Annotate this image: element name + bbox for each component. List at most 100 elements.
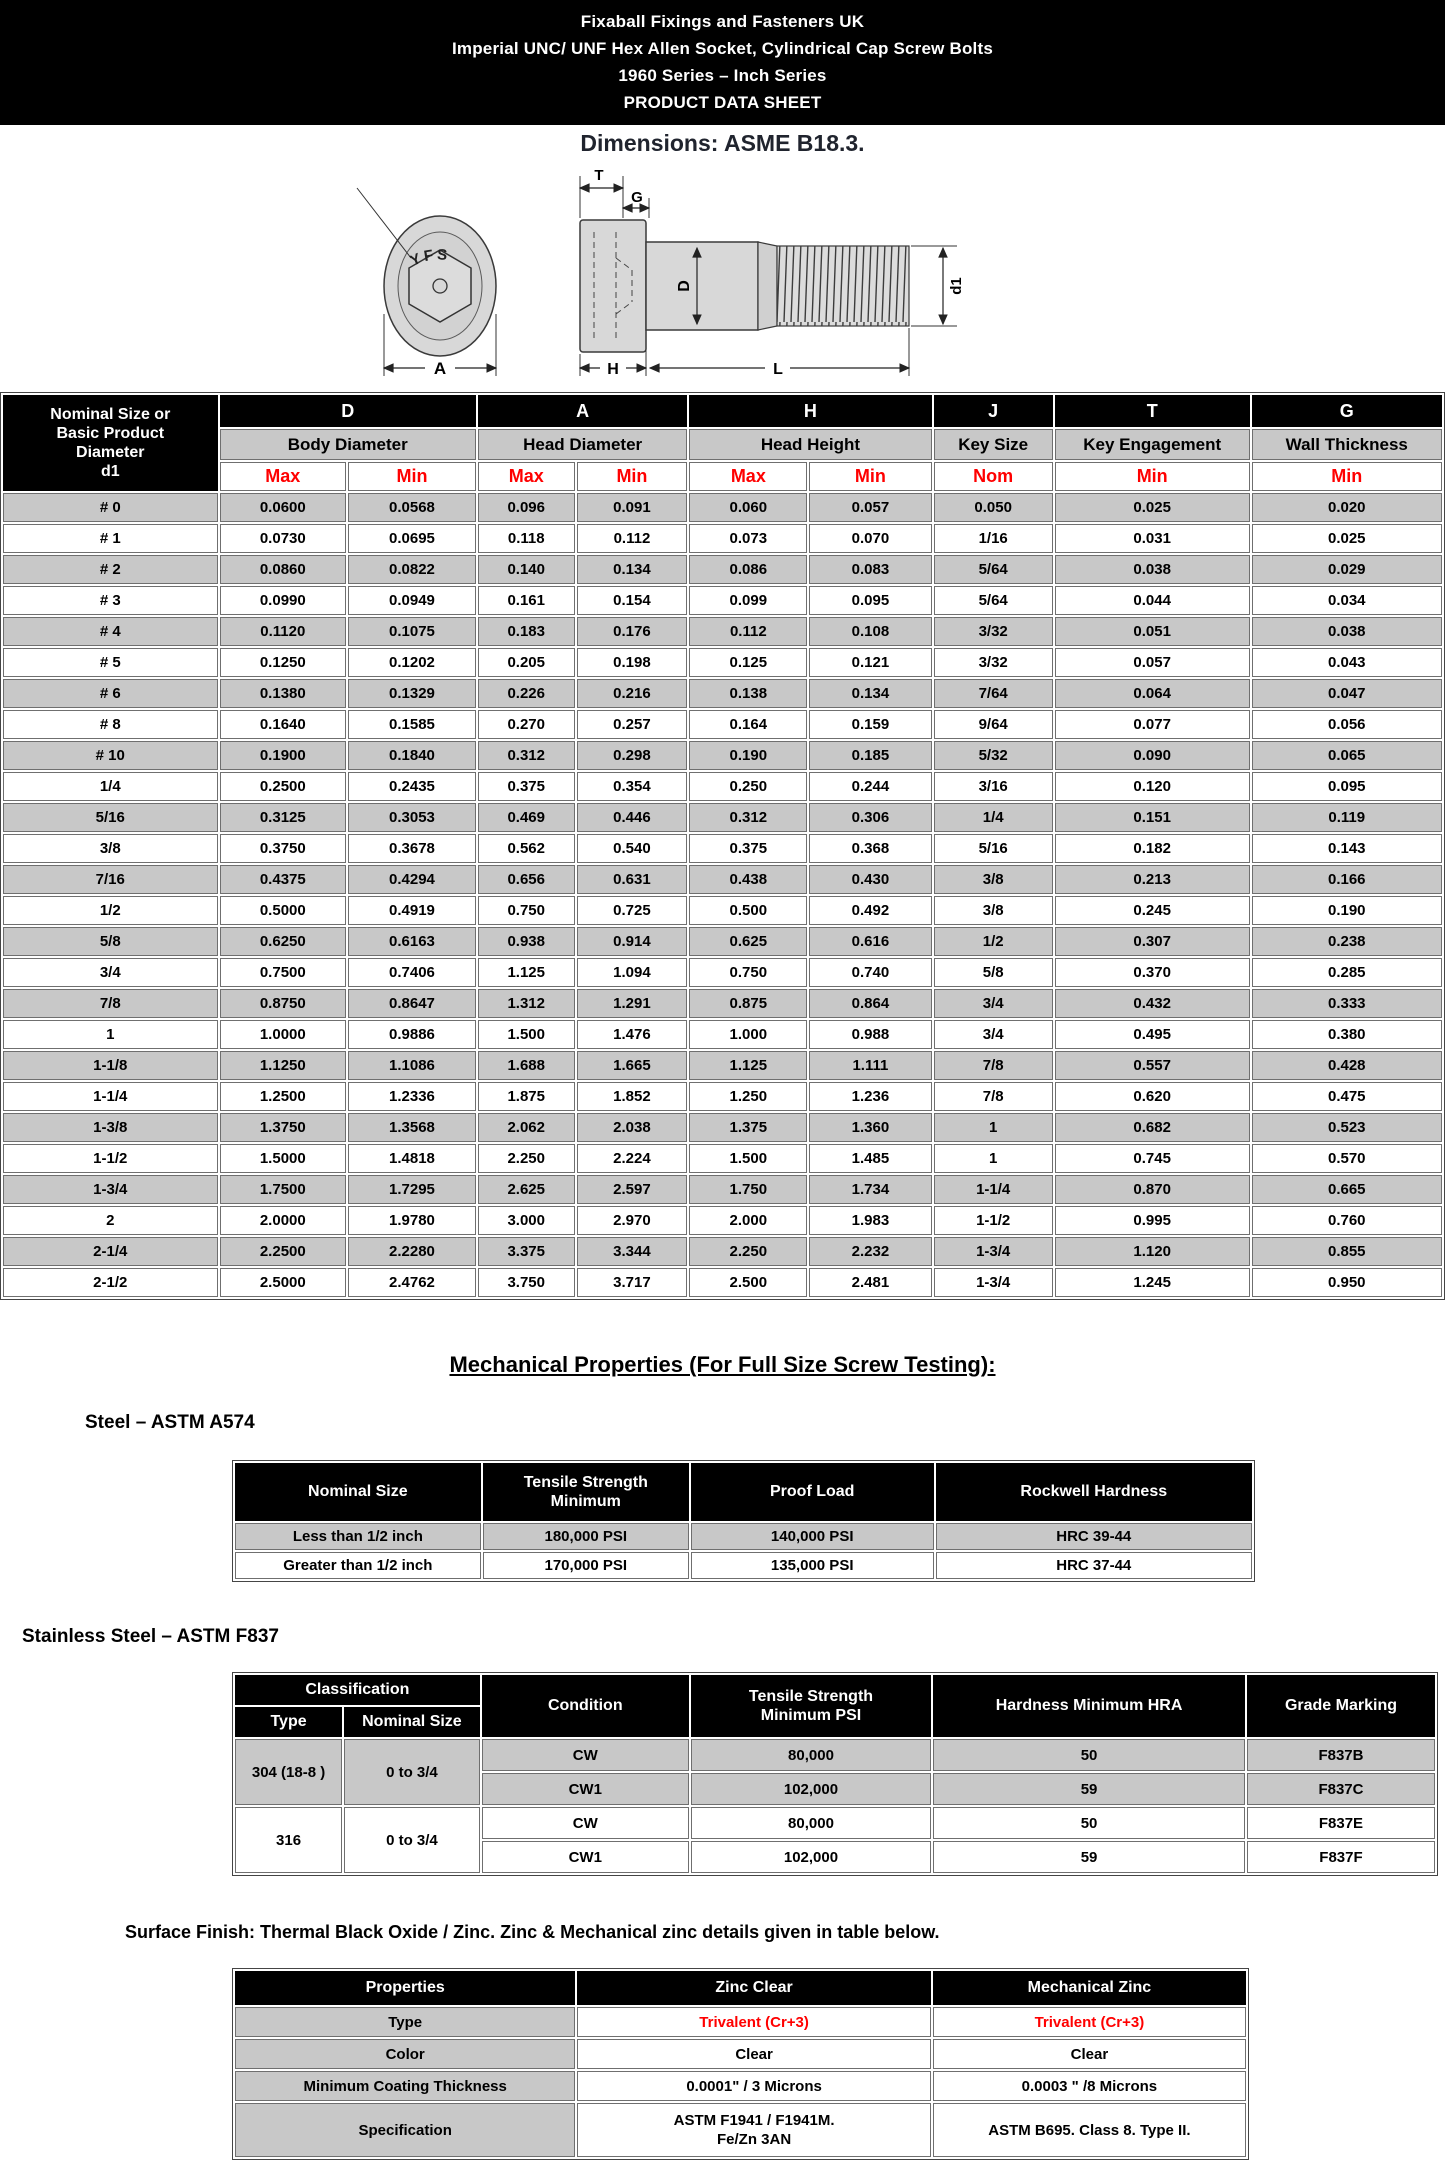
header-tensile-strength: Tensile Strength Minimum [482, 1463, 689, 1521]
cell: 0.4919 [348, 896, 476, 925]
cell: 1.750 [689, 1175, 808, 1204]
thread-region [777, 246, 909, 326]
col-name-body-diameter: Body Diameter [219, 429, 476, 460]
cell: 0.029 [1251, 555, 1442, 584]
cell: 2.597 [576, 1175, 688, 1204]
cell: 1.312 [477, 989, 575, 1018]
cell: 2.224 [576, 1144, 688, 1173]
cell: 0.096 [477, 493, 575, 522]
cell: 0.3750 [219, 834, 347, 863]
table-row: CW1 102,000 59 F837F [235, 1841, 1435, 1873]
table-row: # 0 0.0600 0.0568 0.096 0.091 0.060 0.057 0.050… [3, 493, 1442, 522]
cell: 0.070 [809, 524, 932, 553]
cell: 1.245 [1054, 1268, 1250, 1297]
header-zinc-clear: Zinc Clear [577, 1971, 931, 2005]
cell: 1.3750 [219, 1113, 347, 1142]
cell: CW1 [481, 1841, 689, 1873]
cell: # 8 [3, 710, 218, 739]
table-header-row: Nominal Size Tensile Strength Minimum Pr… [235, 1463, 1252, 1521]
cell: 0.064 [1054, 679, 1250, 708]
table-row: 5/16 0.3125 0.3053 0.469 0.446 0.312 0.306 1/4 0… [3, 803, 1442, 832]
cell: 2-1/2 [3, 1268, 218, 1297]
stainless-properties-table: Classification Condition Tensile Strengt… [232, 1672, 1438, 1876]
cell: 0.557 [1054, 1051, 1250, 1080]
cell: 1.476 [576, 1020, 688, 1049]
steel-section-label: Steel – ASTM A574 [85, 1412, 255, 1433]
cell: 1/2 [933, 927, 1053, 956]
cell: 1 [933, 1113, 1053, 1142]
table-header-row: Nominal Size or Basic Product Diameter d… [3, 395, 1442, 491]
cell: 0.161 [477, 586, 575, 615]
table-row: 7/16 0.4375 0.4294 0.656 0.631 0.438 0.430 3/8 0… [3, 865, 1442, 894]
cell: 0.9886 [348, 1020, 476, 1049]
cell: 1.2500 [219, 1082, 347, 1111]
cell: 180,000 PSI [482, 1523, 689, 1550]
cell: 2.500 [689, 1268, 808, 1297]
table-row: 304 (18-8 ) 0 to 3/4 CW 80,000 50 F837B [235, 1739, 1435, 1805]
cell: 102,000 [690, 1841, 932, 1873]
cell: 0.625 [689, 927, 808, 956]
cell: 3/8 [933, 865, 1053, 894]
cell-property: Type [235, 2007, 576, 2037]
cell: Less than 1/2 inch [235, 1523, 481, 1550]
cell: 59 [933, 1841, 1245, 1873]
cell: 1-3/4 [933, 1237, 1053, 1266]
cell: 0.616 [809, 927, 932, 956]
cell: 0.270 [477, 710, 575, 739]
cell: 0.6250 [219, 927, 347, 956]
cell: Greater than 1/2 inch [235, 1552, 481, 1579]
cell: 0.375 [689, 834, 808, 863]
cell: 1-1/4 [933, 1175, 1053, 1204]
cell: 2.2500 [219, 1237, 347, 1266]
table-row: # 5 0.1250 0.1202 0.205 0.198 0.125 0.121 3/32 0… [3, 648, 1442, 677]
header-properties: Properties [235, 1971, 576, 2005]
cell: 0.0990 [219, 586, 347, 615]
subheader: Max [689, 462, 808, 491]
dim-label-A: A [434, 359, 446, 378]
cell: 2.481 [809, 1268, 932, 1297]
cell: 1.0000 [219, 1020, 347, 1049]
cell: 3/4 [3, 958, 218, 987]
cell: 1.7295 [348, 1175, 476, 1204]
cell: 3/4 [933, 989, 1053, 1018]
cell: F837B [1246, 1739, 1435, 1771]
cell: 0.7406 [348, 958, 476, 987]
table-row: # 2 0.0860 0.0822 0.140 0.134 0.086 0.083 5/64 0… [3, 555, 1442, 584]
cell: 0.025 [1251, 524, 1442, 553]
cell: CW [481, 1739, 689, 1771]
cell: 0.306 [809, 803, 932, 832]
col-name-key-size: Key Size [933, 429, 1053, 460]
cell: 0.3678 [348, 834, 476, 863]
cell: 0.1202 [348, 648, 476, 677]
cell: 3/32 [933, 617, 1053, 646]
cell: Clear [932, 2039, 1246, 2069]
table-row: # 1 0.0730 0.0695 0.118 0.112 0.073 0.070 1/16 0… [3, 524, 1442, 553]
table-row: 1/4 0.2500 0.2435 0.375 0.354 0.250 0.244 3/16 0… [3, 772, 1442, 801]
cell: 3/16 [933, 772, 1053, 801]
surface-finish-note: Surface Finish: Thermal Black Oxide / Zi… [125, 1922, 940, 1942]
cell: F837F [1246, 1841, 1435, 1873]
cell: 0.1120 [219, 617, 347, 646]
cell: 0.134 [576, 555, 688, 584]
sheet-title: PRODUCT DATA SHEET [623, 93, 822, 112]
cell: 1-1/8 [3, 1051, 218, 1080]
header-condition: Condition [481, 1675, 689, 1737]
cell: 1.485 [809, 1144, 932, 1173]
table-header-row: Max Min Max Min Max Min Nom Min Min [3, 462, 1442, 491]
cell: 0.108 [809, 617, 932, 646]
cell: 1.125 [689, 1051, 808, 1080]
cell: 0.3053 [348, 803, 476, 832]
col-group-D: D [219, 395, 476, 427]
cell: 1-1/4 [3, 1082, 218, 1111]
cell: 7/8 [933, 1082, 1053, 1111]
cell-property: Color [235, 2039, 576, 2069]
cell: 0.495 [1054, 1020, 1250, 1049]
subheader: Min [348, 462, 476, 491]
cell: 0.540 [576, 834, 688, 863]
cell: 0.057 [1054, 648, 1250, 677]
cell: 0.038 [1251, 617, 1442, 646]
cell: 1.236 [809, 1082, 932, 1111]
cell: 3.750 [477, 1268, 575, 1297]
cell: 1.734 [809, 1175, 932, 1204]
cell: 1.500 [689, 1144, 808, 1173]
